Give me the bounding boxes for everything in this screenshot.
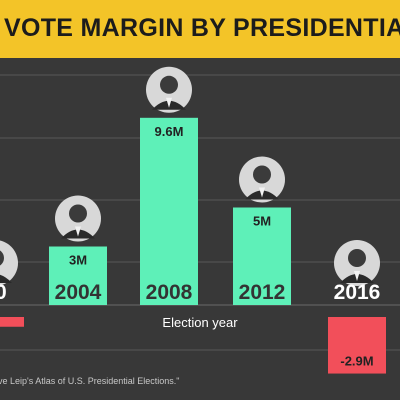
- chart-title: VOTE MARGIN BY PRESIDENTIAL: [4, 14, 400, 42]
- value-label-2012: 5M: [253, 214, 271, 229]
- bar-00: [0, 317, 24, 327]
- bar-2004: [49, 246, 107, 305]
- barack-obama-portrait: [239, 156, 285, 203]
- bar-2016: [328, 317, 386, 374]
- source-note: ve Leip's Atlas of U.S. Presidential Ele…: [0, 376, 180, 386]
- bar-2008: [140, 117, 198, 305]
- x-axis-label: Election year: [162, 315, 238, 330]
- value-label-2004: 3M: [69, 253, 87, 268]
- year-label-2008: 2008: [146, 281, 193, 304]
- donald-trump-portrait: [334, 240, 380, 286]
- value-label-2008: 9.6M: [155, 124, 184, 139]
- year-label-00: 00: [0, 281, 7, 304]
- year-label-2004: 2004: [55, 281, 102, 304]
- partial-portrait-icon: [0, 240, 18, 286]
- george-w-bush-portrait: [55, 195, 101, 242]
- bar-2012: [233, 207, 291, 305]
- barack-obama-portrait: [146, 66, 192, 113]
- year-label-2016: 2016: [334, 281, 381, 304]
- year-label-2012: 2012: [239, 281, 286, 304]
- value-label-2016: -2.9M: [340, 354, 373, 369]
- title-bar: VOTE MARGIN BY PRESIDENTIAL: [0, 0, 400, 58]
